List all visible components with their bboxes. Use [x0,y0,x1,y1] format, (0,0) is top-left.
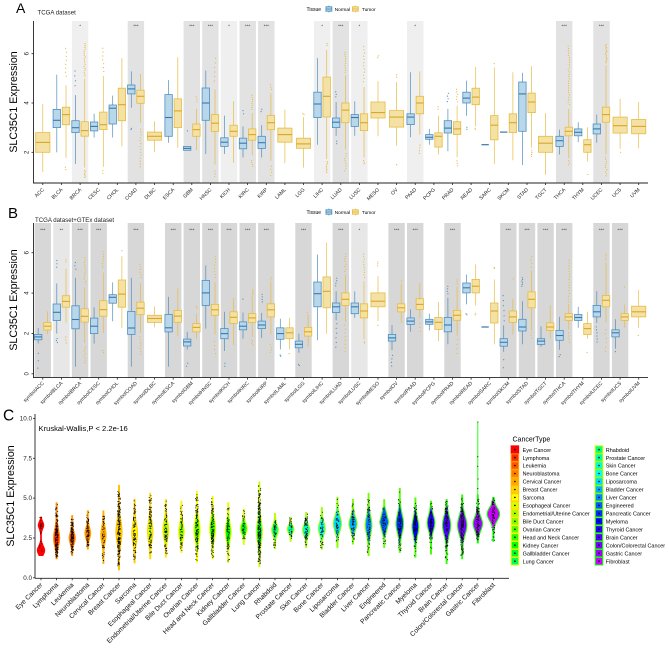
svg-text:Normal: Normal [335,7,350,13]
svg-text:Sarcoma: Sarcoma [523,496,546,502]
svg-text:***: *** [208,24,214,29]
svg-text:TCGA dataset: TCGA dataset [38,10,77,17]
svg-text:LGG: LGG [295,187,307,199]
svg-text:Pancreatic Cancer: Pancreatic Cancer [606,512,651,518]
svg-text:***: *** [506,228,512,233]
svg-text:Engineered: Engineered [606,504,634,510]
svg-text:***: *** [301,228,307,233]
svg-text:***: *** [562,24,568,29]
svg-text:***: *** [189,228,195,233]
svg-text:***: *** [617,228,623,233]
svg-text:C: C [3,408,14,425]
svg-text:Lung Cancer: Lung Cancer [523,559,554,565]
svg-text:***: *** [40,228,46,233]
svg-text:Rhabdoid: Rhabdoid [606,448,629,454]
svg-text:***: *** [133,24,139,29]
svg-text:***: *** [189,24,195,29]
svg-text:***: *** [338,228,344,233]
svg-text:***: *** [133,228,139,233]
svg-text:***: *** [264,228,270,233]
svg-text:*: * [359,228,361,233]
svg-text:Skin Cancer: Skin Cancer [606,464,636,470]
svg-text:***: *** [171,228,177,233]
svg-text:Prostate Cancer: Prostate Cancer [606,456,645,462]
svg-text:Myeloma: Myeloma [606,520,629,526]
svg-text:***: *** [96,228,102,233]
svg-text:5.0: 5.0 [23,495,32,502]
svg-text:Brain Cancer: Brain Cancer [606,536,638,542]
svg-text:***: *** [599,228,605,233]
svg-text:Gastric Cancer: Gastric Cancer [606,551,642,557]
svg-text:2: 2 [25,150,31,154]
svg-text:4: 4 [25,101,31,105]
svg-text:Bone Cancer: Bone Cancer [606,472,638,478]
svg-text:***: *** [599,24,605,29]
svg-text:***: *** [524,228,530,233]
svg-text:Ovarian Cancer: Ovarian Cancer [523,528,561,534]
svg-text:Normal: Normal [335,210,350,216]
svg-text:SLC35C1 Expression: SLC35C1 Expression [8,51,20,152]
svg-text:6: 6 [25,51,31,55]
svg-text:Leukemia: Leukemia [523,464,548,470]
svg-text:Esophageal Cancer: Esophageal Cancer [523,504,571,510]
svg-text:Thyroid Cancer: Thyroid Cancer [606,528,643,534]
svg-text:Head and Neck Cancer: Head and Neck Cancer [523,536,580,542]
svg-text:***: *** [450,228,456,233]
svg-text:Fibroblast: Fibroblast [606,559,630,565]
svg-text:***: *** [413,228,419,233]
svg-text:Tissue: Tissue [307,210,322,216]
svg-text:0.0: 0.0 [23,575,32,582]
svg-text:Breast Cancer: Breast Cancer [523,488,558,494]
svg-text:10.0: 10.0 [20,416,33,423]
svg-text:***: *** [208,228,214,233]
svg-text:***: *** [226,228,232,233]
svg-text:4: 4 [25,291,31,295]
svg-text:*: * [228,24,230,29]
svg-text:7.5: 7.5 [23,455,32,462]
svg-text:Cervical Cancer: Cervical Cancer [523,480,562,486]
svg-text:***: *** [543,228,549,233]
svg-text:Eye Cancer: Eye Cancer [523,448,552,454]
svg-text:CancerType: CancerType [513,437,551,444]
svg-text:Neuroblastoma: Neuroblastoma [523,472,561,478]
svg-text:SLC35C1 Expression: SLC35C1 Expression [5,445,17,546]
svg-text:*: * [79,24,81,29]
svg-text:Endometrial/Uterine Cancer: Endometrial/Uterine Cancer [523,512,590,518]
svg-text:***: *** [245,24,251,29]
svg-text:6: 6 [25,250,31,254]
svg-text:Liver Cancer: Liver Cancer [606,496,637,502]
svg-text:A: A [16,0,26,16]
svg-text:***: *** [264,24,270,29]
svg-text:Bile Duct Cancer: Bile Duct Cancer [523,520,564,526]
svg-text:Colon/Colorectal Cancer: Colon/Colorectal Cancer [606,543,665,549]
svg-text:***: *** [77,228,83,233]
svg-text:***: *** [394,228,400,233]
svg-text:SLC35C1 Expression: SLC35C1 Expression [8,249,20,350]
svg-text:Tissue: Tissue [307,7,322,13]
svg-text:*: * [414,24,416,29]
svg-text:TCGA dataset+GTEx dataset: TCGA dataset+GTEx dataset [35,217,114,224]
svg-text:OV: OV [390,187,400,197]
svg-text:Kruskal-Wallis,P < 2.2e-16: Kruskal-Wallis,P < 2.2e-16 [39,424,128,433]
svg-text:***: *** [245,228,251,233]
svg-text:***: *** [562,228,568,233]
svg-text:2: 2 [25,331,31,335]
svg-text:Liposarcoma: Liposarcoma [606,480,638,486]
svg-text:Gallbladder Cancer: Gallbladder Cancer [523,551,570,557]
svg-text:Lymphoma: Lymphoma [523,456,551,462]
svg-text:*: * [359,24,361,29]
svg-text:Kidney Cancer: Kidney Cancer [523,543,559,549]
svg-text:Bladder Cancer: Bladder Cancer [606,488,644,494]
svg-text:0: 0 [25,371,31,375]
svg-text:B: B [8,205,18,222]
svg-text:**: ** [60,228,64,233]
svg-text:Tumor: Tumor [362,7,376,13]
svg-text:***: *** [338,24,344,29]
svg-text:Tumor: Tumor [362,210,376,216]
svg-text:*: * [321,24,323,29]
svg-text:2.5: 2.5 [23,535,32,542]
